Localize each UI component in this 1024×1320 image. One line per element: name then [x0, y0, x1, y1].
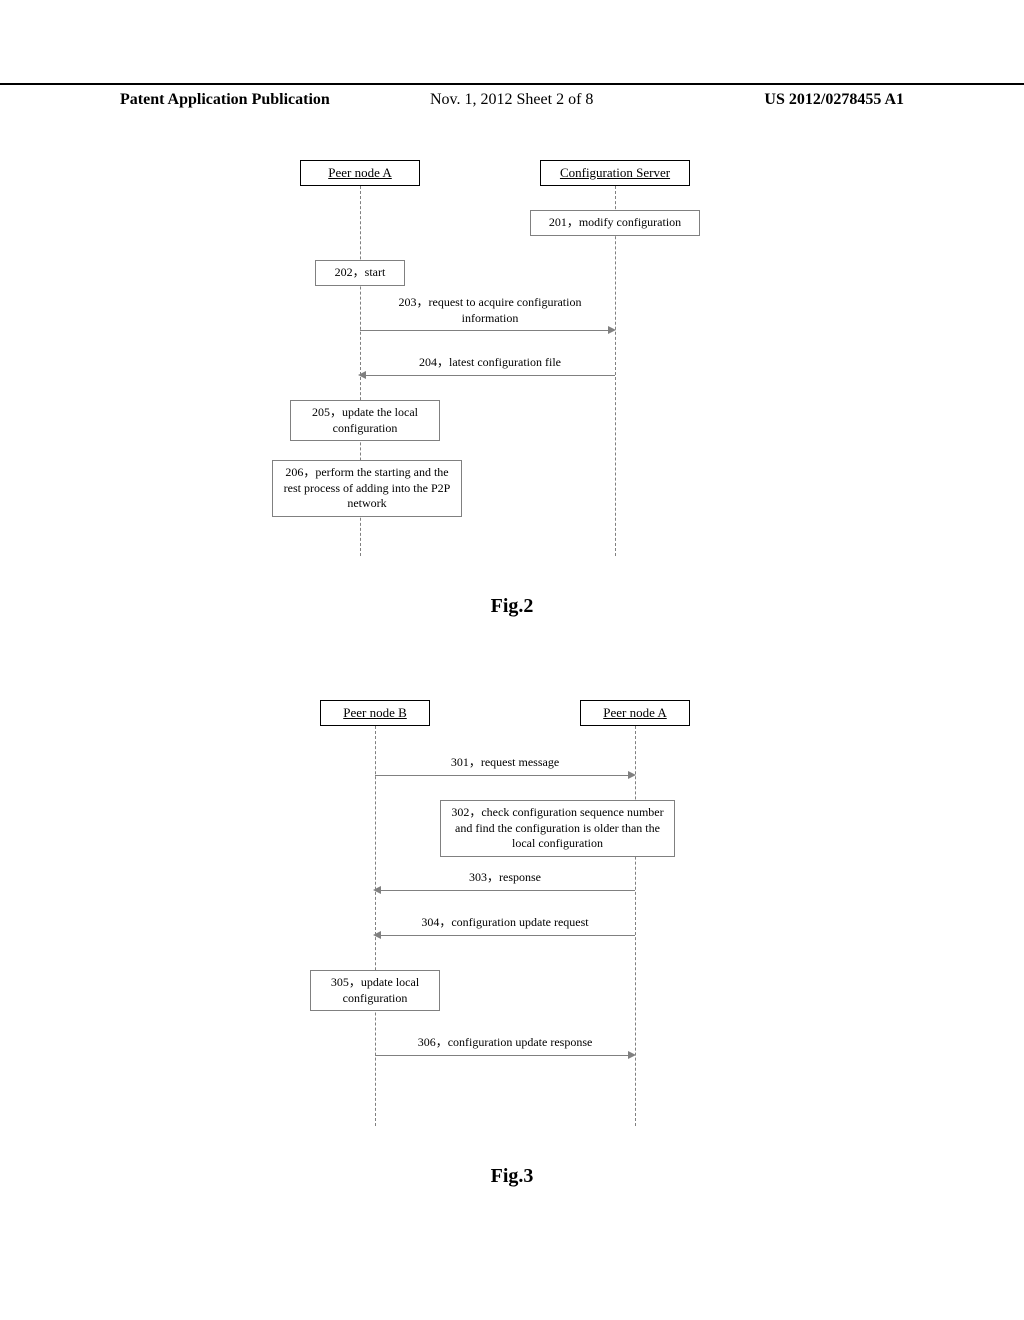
- fig3-arrowhead-306: [628, 1051, 636, 1059]
- fig3-step-305: 305，update local configuration: [310, 970, 440, 1011]
- fig3-msg-303: 303，response: [440, 870, 570, 886]
- fig2-diagram: Peer node A Configuration Server 201，mod…: [300, 160, 700, 560]
- fig3-actor-left-label: Peer node B: [343, 705, 407, 720]
- fig3-diagram: Peer node B Peer node A 301，request mess…: [300, 700, 700, 1130]
- fig3-actor-right-label: Peer node A: [603, 705, 667, 720]
- fig3-caption: Fig.3: [0, 1165, 1024, 1188]
- fig3-msg-304: 304，configuration update request: [395, 915, 615, 931]
- fig2-step-206: 206，perform the starting and the rest pr…: [272, 460, 462, 517]
- fig2-caption: Fig.2: [0, 595, 1024, 618]
- fig3-arrow-306: [375, 1055, 630, 1056]
- fig3-arrowhead-304: [373, 931, 381, 939]
- fig3-arrowhead-301: [628, 771, 636, 779]
- header-right: US 2012/0278455 A1: [764, 91, 904, 109]
- fig3-arrow-303: [380, 890, 635, 891]
- fig2-step-205: 205，update the local configuration: [290, 400, 440, 441]
- fig3-step-302: 302，check configuration sequence number …: [440, 800, 675, 857]
- fig2-step-201: 201，modify configuration: [530, 210, 700, 236]
- fig3-actor-left: Peer node B: [320, 700, 430, 726]
- header-center: Nov. 1, 2012 Sheet 2 of 8: [430, 91, 593, 109]
- fig3-msg-306: 306，configuration update response: [390, 1035, 620, 1051]
- fig2-arrow-203: [360, 330, 610, 331]
- fig3-arrow-301: [375, 775, 630, 776]
- fig2-actor-left: Peer node A: [300, 160, 420, 186]
- fig2-lifeline-right: [615, 186, 616, 556]
- fig2-actor-left-label: Peer node A: [328, 165, 392, 180]
- fig3-actor-right: Peer node A: [580, 700, 690, 726]
- fig2-actor-right-label: Configuration Server: [560, 165, 670, 180]
- fig3-arrowhead-303: [373, 886, 381, 894]
- fig2-arrow-204: [365, 375, 615, 376]
- header-left: Patent Application Publication: [120, 91, 330, 109]
- fig3-lifeline-right: [635, 726, 636, 1126]
- fig2-actor-right: Configuration Server: [540, 160, 690, 186]
- fig3-lifeline-left: [375, 726, 376, 1126]
- fig2-msg-203: 203，request to acquire configuration inf…: [380, 295, 600, 326]
- fig2-msg-204: 204，latest configuration file: [390, 355, 590, 371]
- fig2-step-202: 202，start: [315, 260, 405, 286]
- fig2-arrowhead-204: [358, 371, 366, 379]
- fig2-arrowhead-203: [608, 326, 616, 334]
- fig3-arrow-304: [380, 935, 635, 936]
- fig3-msg-301: 301，request message: [420, 755, 590, 771]
- page-header: Patent Application Publication Nov. 1, 2…: [0, 83, 1024, 89]
